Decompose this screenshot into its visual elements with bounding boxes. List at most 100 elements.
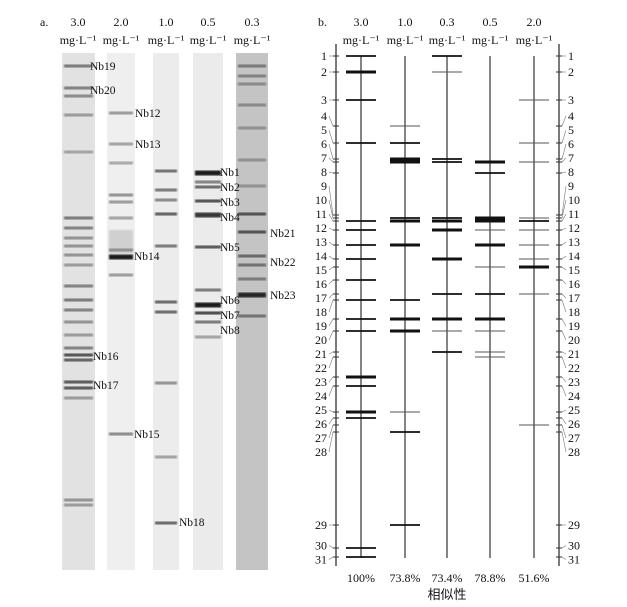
gel-band — [64, 308, 93, 312]
band-label: Nb2 — [220, 182, 240, 194]
right-leader-line — [561, 409, 567, 413]
gel-band — [64, 396, 93, 400]
gel-lane-background — [107, 53, 135, 570]
gel-band — [64, 113, 93, 117]
gel-band — [195, 199, 221, 203]
gel-band — [238, 277, 266, 281]
left-band-number: 1 — [321, 49, 327, 63]
right-band-number: 17 — [568, 291, 580, 305]
left-leader-line — [328, 351, 334, 355]
right-leader-line — [561, 299, 567, 313]
gel-band — [238, 212, 266, 216]
band-label: Nb21 — [270, 228, 296, 240]
right-band-number: 2 — [568, 65, 574, 79]
left-leader-line — [328, 129, 334, 144]
right-band-number: 25 — [568, 403, 580, 417]
left-band-number: 10 — [315, 193, 327, 207]
left-band-number: 30 — [315, 539, 327, 553]
right-leader-line — [561, 227, 567, 231]
gel-lane-conc: 1.0 — [159, 15, 174, 29]
band-label: Nb12 — [135, 108, 161, 120]
right-band-number: 28 — [568, 445, 580, 459]
gel-band — [195, 212, 221, 218]
right-band-number: 7 — [568, 151, 574, 165]
gel-lane-conc: 3.0 — [71, 15, 86, 29]
gel-band — [64, 216, 93, 220]
right-leader-line — [561, 255, 567, 260]
gel-lane-unit: mg·L⁻¹ — [234, 33, 271, 47]
right-leader-line — [561, 279, 567, 285]
left-band-number: 9 — [321, 179, 327, 193]
gel-lane-background — [236, 53, 268, 570]
left-leader-line — [328, 356, 334, 369]
left-leader-line — [328, 318, 334, 327]
panel-a-label: a. — [40, 15, 48, 29]
left-band-number: 3 — [321, 93, 327, 107]
gel-smear — [109, 230, 133, 254]
right-leader-line — [561, 143, 567, 160]
left-leader-line — [328, 213, 334, 222]
schematic-lane-3 — [432, 55, 462, 558]
left-leader-line — [328, 171, 334, 174]
gel-band — [155, 169, 177, 173]
gel-band — [155, 212, 177, 216]
gel-band — [64, 226, 93, 230]
gel-band — [155, 521, 177, 525]
gel-band — [64, 150, 93, 154]
left-leader-line — [328, 227, 334, 231]
left-band-number: 17 — [315, 291, 327, 305]
left-band-number: 23 — [315, 375, 327, 389]
gel-band — [195, 311, 221, 315]
left-band-number: 5 — [321, 123, 327, 137]
gel-lane-1 — [62, 53, 95, 570]
gel-band — [238, 74, 266, 78]
gel-band — [64, 236, 93, 240]
left-band-number: 28 — [315, 445, 327, 459]
gel-lane-unit: mg·L⁻¹ — [60, 33, 97, 47]
left-leader-line — [328, 293, 334, 299]
right-leader-line — [561, 293, 567, 299]
band-label: Nb1 — [220, 167, 240, 179]
left-leader-line — [328, 143, 334, 160]
gel-band — [238, 126, 266, 130]
gel-band — [238, 184, 266, 188]
gel-band — [109, 111, 133, 115]
gel-band — [195, 185, 221, 189]
gel-band — [64, 320, 93, 324]
band-label: Nb3 — [220, 197, 240, 209]
band-label: Nb17 — [93, 380, 119, 392]
gel-band — [238, 292, 266, 298]
right-band-number: 14 — [568, 249, 580, 263]
gel-band — [195, 320, 221, 324]
left-leader-line — [328, 424, 334, 439]
band-label: Nb19 — [90, 61, 116, 73]
left-band-number: 14 — [315, 249, 327, 263]
gel-band — [64, 386, 93, 390]
gel-band — [109, 432, 133, 436]
gel-band — [238, 230, 266, 234]
right-leader-line — [561, 318, 567, 327]
schematic-lane-unit: mg·L⁻¹ — [343, 33, 380, 47]
panel-b-label: b. — [318, 15, 327, 29]
gel-band — [155, 198, 177, 202]
similarity-value: 73.8% — [390, 571, 421, 585]
right-leader-line — [561, 376, 567, 383]
left-leader-line — [328, 330, 334, 341]
gel-band — [109, 216, 133, 220]
right-band-number: 13 — [568, 235, 580, 249]
right-band-number: 23 — [568, 375, 580, 389]
left-band-number: 6 — [321, 137, 327, 151]
left-leader-line — [328, 255, 334, 260]
gel-band — [238, 254, 266, 258]
gel-band — [64, 503, 93, 507]
right-leader-line — [561, 424, 567, 439]
left-band-number: 31 — [315, 553, 327, 567]
left-leader-line — [328, 417, 334, 425]
left-leader-line — [328, 556, 334, 560]
gel-band — [238, 263, 266, 267]
gel-band — [64, 244, 93, 248]
similarity-value: 100% — [347, 571, 375, 585]
schematic-lane-1 — [346, 55, 376, 558]
gel-band — [64, 353, 93, 357]
left-band-number: 24 — [315, 389, 327, 403]
